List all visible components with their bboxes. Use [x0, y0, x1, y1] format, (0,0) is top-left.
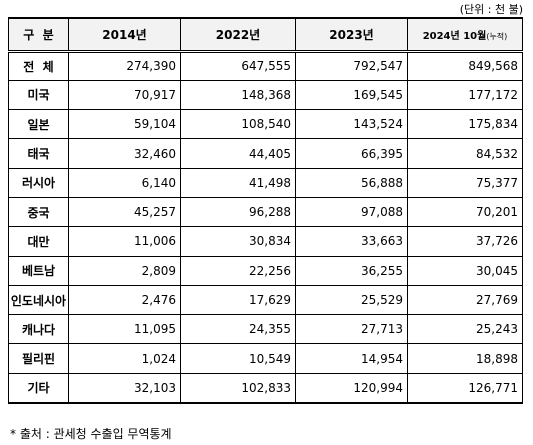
value-cell: 169,545 [295, 79, 408, 111]
header-cell: 2014년 [68, 17, 181, 53]
value-cell: 274,390 [68, 50, 181, 81]
value-cell: 11,006 [68, 226, 181, 257]
value-cell: 70,201 [407, 196, 523, 228]
table-row: 필리핀 1,024 10,549 14,954 18,898 [8, 343, 523, 374]
value-cell: 75,377 [407, 167, 523, 198]
value-cell: 97,088 [295, 196, 408, 228]
value-cell: 10,549 [180, 343, 296, 374]
value-cell: 33,663 [295, 226, 408, 257]
table-row: 러시아 6,140 41,498 56,888 75,377 [8, 167, 523, 198]
header-cell: 2024년 10월(누적) [407, 17, 523, 53]
row-label: 캐나다 [8, 314, 69, 345]
value-cell: 6,140 [68, 167, 181, 198]
value-cell: 2,809 [68, 255, 181, 286]
value-cell: 849,568 [407, 50, 523, 81]
header-cell: 2023년 [295, 17, 408, 53]
unit-note: (단위 : 천 불) [459, 3, 523, 16]
value-cell: 2,476 [68, 284, 181, 316]
value-cell: 1,024 [68, 343, 181, 374]
value-cell: 24,355 [180, 314, 296, 345]
value-cell: 41,498 [180, 167, 296, 198]
table-row: 전 체 274,390 647,555 792,547 849,568 [8, 50, 523, 81]
table-row: 캐나다 11,095 24,355 27,713 25,243 [8, 314, 523, 345]
value-cell: 32,103 [68, 372, 181, 404]
value-cell: 108,540 [180, 109, 296, 140]
value-cell: 126,771 [407, 372, 523, 404]
value-cell: 792,547 [295, 50, 408, 81]
value-cell: 102,833 [180, 372, 296, 404]
value-cell: 45,257 [68, 196, 181, 228]
row-label: 러시아 [8, 167, 69, 198]
table-row: 태국 32,460 44,405 66,395 84,532 [8, 138, 523, 169]
row-label: 필리핀 [8, 343, 69, 374]
value-cell: 18,898 [407, 343, 523, 374]
table-row: 미국 70,917 148,368 169,545 177,172 [8, 79, 523, 111]
header-cell: 구 분 [8, 17, 69, 53]
value-cell: 647,555 [180, 50, 296, 81]
value-cell: 11,095 [68, 314, 181, 345]
table-header: 구 분 2014년 2022년 2023년 2024년 10월(누적) [8, 17, 523, 53]
footnote: * 출처 : 관세청 수출입 무역통계 [10, 427, 172, 441]
value-cell: 70,917 [68, 79, 181, 111]
row-label: 중국 [8, 196, 69, 228]
value-cell: 175,834 [407, 109, 523, 140]
value-cell: 30,045 [407, 255, 523, 286]
table-row: 인도네시아 2,476 17,629 25,529 27,769 [8, 284, 523, 316]
value-cell: 56,888 [295, 167, 408, 198]
header-text: 2024년 10월 [422, 30, 487, 42]
value-cell: 143,524 [295, 109, 408, 140]
value-cell: 96,288 [180, 196, 296, 228]
value-cell: 66,395 [295, 138, 408, 169]
value-cell: 25,243 [407, 314, 523, 345]
row-label: 일본 [8, 109, 69, 140]
table-row: 베트남 2,809 22,256 36,255 30,045 [8, 255, 523, 286]
value-cell: 36,255 [295, 255, 408, 286]
row-label: 미국 [8, 79, 69, 111]
value-cell: 32,460 [68, 138, 181, 169]
value-cell: 22,256 [180, 255, 296, 286]
value-cell: 177,172 [407, 79, 523, 111]
value-cell: 59,104 [68, 109, 181, 140]
value-cell: 120,994 [295, 372, 408, 404]
table-row: 일본 59,104 108,540 143,524 175,834 [8, 109, 523, 140]
header-note: (누적) [486, 31, 508, 41]
table-row: 기타 32,103 102,833 120,994 126,771 [8, 372, 523, 404]
header-cell: 2022년 [180, 17, 296, 53]
value-cell: 37,726 [407, 226, 523, 257]
row-label: 기타 [8, 372, 69, 404]
value-cell: 14,954 [295, 343, 408, 374]
row-label: 대만 [8, 226, 69, 257]
value-cell: 84,532 [407, 138, 523, 169]
row-label: 태국 [8, 138, 69, 169]
row-label: 전 체 [8, 50, 69, 81]
value-cell: 44,405 [180, 138, 296, 169]
value-cell: 27,713 [295, 314, 408, 345]
row-label: 인도네시아 [8, 284, 69, 316]
table-body: 전 체 274,390 647,555 792,547 849,568 미국 70,917 1… [8, 50, 523, 404]
table-row: 중국 45,257 96,288 97,088 70,201 [8, 196, 523, 228]
value-cell: 27,769 [407, 284, 523, 316]
table-row: 대만 11,006 30,834 33,663 37,726 [8, 226, 523, 257]
value-cell: 148,368 [180, 79, 296, 111]
header-row: 구 분 2014년 2022년 2023년 2024년 10월(누적) [8, 17, 523, 53]
value-cell: 25,529 [295, 284, 408, 316]
value-cell: 30,834 [180, 226, 296, 257]
row-label: 베트남 [8, 255, 69, 286]
value-cell: 17,629 [180, 284, 296, 316]
